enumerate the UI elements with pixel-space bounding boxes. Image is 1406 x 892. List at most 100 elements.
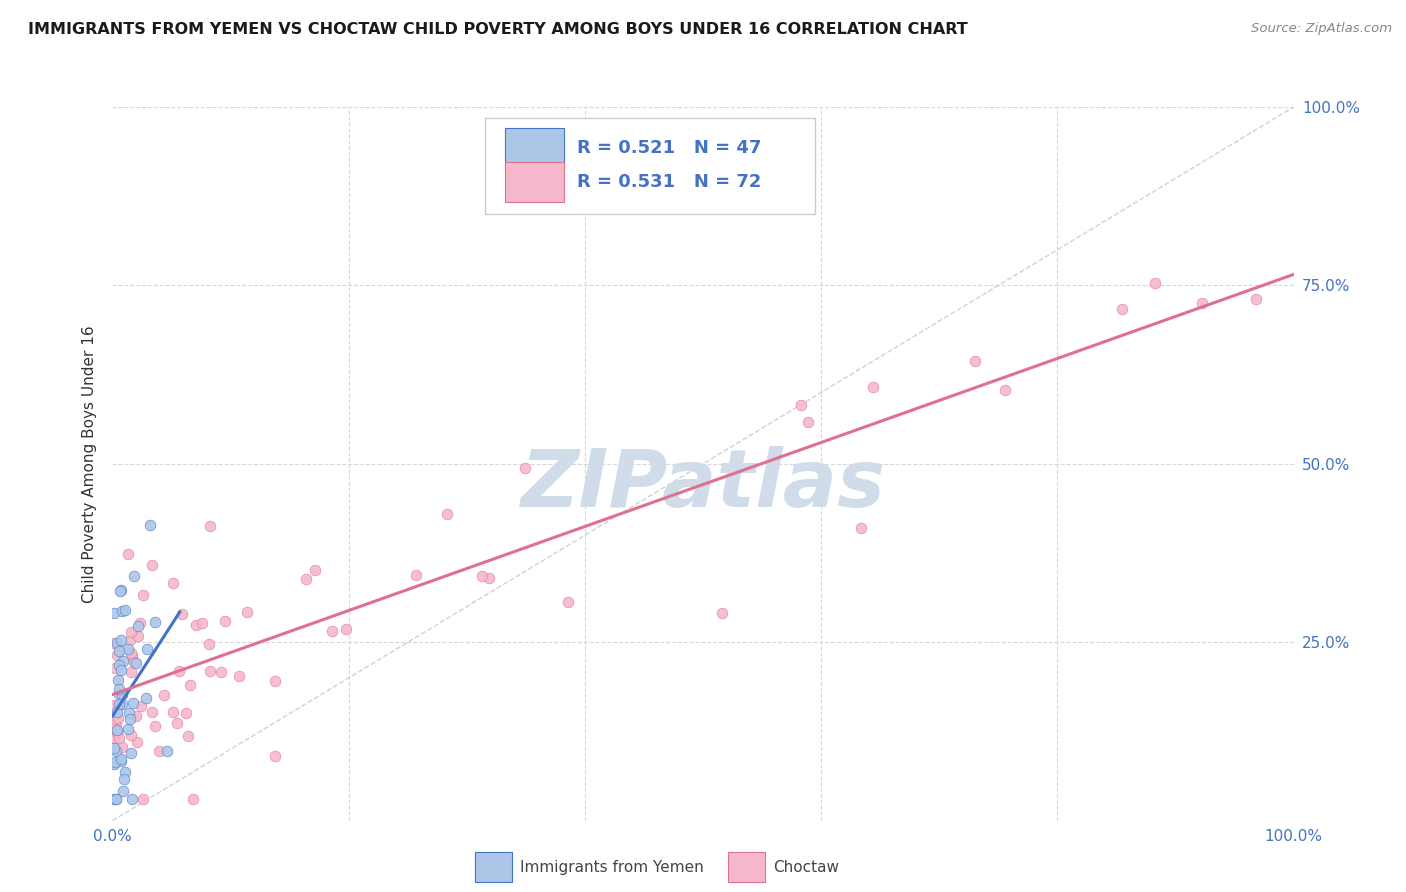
Point xyxy=(103,698,125,712)
Point xyxy=(121,648,143,663)
Point xyxy=(135,641,157,656)
Point xyxy=(117,706,139,721)
Point xyxy=(122,655,145,669)
Text: Choctaw: Choctaw xyxy=(773,860,839,874)
FancyBboxPatch shape xyxy=(505,128,564,168)
Point xyxy=(110,632,132,647)
Point xyxy=(107,681,129,696)
Point xyxy=(436,508,458,522)
Point xyxy=(117,547,139,561)
Point xyxy=(162,575,184,590)
Point xyxy=(1191,296,1213,310)
Point xyxy=(127,735,149,749)
Point xyxy=(111,688,134,702)
Point xyxy=(862,380,884,394)
Point xyxy=(114,765,136,780)
Point xyxy=(122,569,145,583)
Point xyxy=(1111,301,1133,316)
Point xyxy=(124,709,146,723)
Y-axis label: Child Poverty Among Boys Under 16: Child Poverty Among Boys Under 16 xyxy=(82,325,97,603)
Text: Immigrants from Yemen: Immigrants from Yemen xyxy=(520,860,704,874)
Point xyxy=(1244,292,1267,306)
Point xyxy=(105,648,128,663)
Point xyxy=(132,792,155,806)
Point xyxy=(108,657,131,672)
Point xyxy=(153,688,176,702)
Point xyxy=(190,615,212,630)
FancyBboxPatch shape xyxy=(505,162,564,202)
Point xyxy=(166,715,188,730)
Point xyxy=(198,664,221,678)
Point xyxy=(111,740,134,755)
Point xyxy=(405,568,427,582)
Point xyxy=(105,717,128,731)
Point xyxy=(167,664,190,678)
Point xyxy=(184,617,207,632)
Point xyxy=(321,624,343,639)
FancyBboxPatch shape xyxy=(475,852,512,882)
Point xyxy=(304,563,326,577)
Point xyxy=(228,669,250,683)
Point xyxy=(513,460,536,475)
Point xyxy=(143,719,166,733)
Point xyxy=(120,728,142,742)
Point xyxy=(124,656,146,670)
Point xyxy=(789,399,811,413)
Point xyxy=(176,706,198,720)
Point xyxy=(851,521,873,535)
Point xyxy=(471,568,494,582)
FancyBboxPatch shape xyxy=(485,118,815,214)
Point xyxy=(170,607,193,621)
Text: Source: ZipAtlas.com: Source: ZipAtlas.com xyxy=(1251,22,1392,36)
Point xyxy=(110,583,132,598)
Point xyxy=(264,749,287,764)
Point xyxy=(127,629,149,643)
Point xyxy=(994,383,1017,397)
Point xyxy=(105,725,128,739)
Point xyxy=(107,673,129,687)
Point xyxy=(108,643,131,657)
Point xyxy=(111,687,134,701)
Point xyxy=(141,705,163,719)
Text: IMMIGRANTS FROM YEMEN VS CHOCTAW CHILD POVERTY AMONG BOYS UNDER 16 CORRELATION C: IMMIGRANTS FROM YEMEN VS CHOCTAW CHILD P… xyxy=(28,22,967,37)
Point xyxy=(105,723,128,737)
Point xyxy=(104,661,127,675)
Point xyxy=(148,744,170,758)
Point xyxy=(103,756,125,770)
Point xyxy=(162,705,184,719)
Text: R = 0.531   N = 72: R = 0.531 N = 72 xyxy=(576,173,761,191)
Point xyxy=(112,654,135,668)
Point xyxy=(108,731,131,745)
FancyBboxPatch shape xyxy=(728,852,765,882)
Point xyxy=(121,792,143,806)
Point xyxy=(120,625,142,640)
Point xyxy=(129,698,152,713)
Point xyxy=(135,690,157,705)
Point xyxy=(108,697,131,711)
Point xyxy=(104,792,127,806)
Point xyxy=(108,687,131,701)
Point xyxy=(114,603,136,617)
Point xyxy=(120,712,142,726)
Point xyxy=(139,517,162,532)
Point xyxy=(179,678,201,692)
Point xyxy=(108,584,131,599)
Point xyxy=(103,606,125,620)
Point xyxy=(797,415,820,429)
Point xyxy=(103,757,125,772)
Text: ZIPatlas: ZIPatlas xyxy=(520,446,886,524)
Point xyxy=(236,605,259,619)
Point xyxy=(965,354,987,368)
Point xyxy=(120,746,142,760)
Point xyxy=(103,731,125,745)
Point xyxy=(197,637,219,651)
Point xyxy=(110,664,132,678)
Point xyxy=(103,713,125,727)
Point xyxy=(335,623,357,637)
Text: R = 0.521   N = 47: R = 0.521 N = 47 xyxy=(576,139,761,157)
Point xyxy=(127,619,149,633)
Point xyxy=(214,614,236,628)
Point xyxy=(557,595,579,609)
Point xyxy=(120,632,142,647)
Point xyxy=(117,722,139,736)
